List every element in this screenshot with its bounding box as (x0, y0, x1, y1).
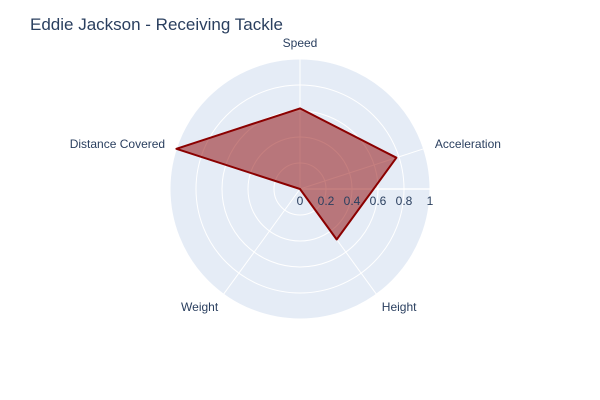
radial-tick-label: 1 (427, 194, 434, 208)
grid-spoke (223, 188, 301, 295)
category-label: Height (382, 300, 417, 314)
category-label: Distance Covered (70, 137, 165, 151)
series-area (175, 107, 398, 241)
category-label: Acceleration (435, 137, 501, 151)
radial-tick-labels: 0 0.2 0.4 0.6 0.8 1 (297, 194, 434, 208)
radial-tick-label: 0.2 (318, 194, 335, 208)
chart-title: Eddie Jackson - Receiving Tackle (30, 15, 283, 34)
category-label: Weight (181, 300, 219, 314)
category-label: Speed (283, 36, 318, 50)
radial-tick-label: 0 (297, 194, 304, 208)
category-labels: Speed Acceleration Height Weight Distance Co… (70, 36, 501, 314)
radial-tick-label: 0.8 (396, 194, 413, 208)
radial-tick-label: 0.6 (370, 194, 387, 208)
radial-tick-label: 0.4 (344, 194, 361, 208)
